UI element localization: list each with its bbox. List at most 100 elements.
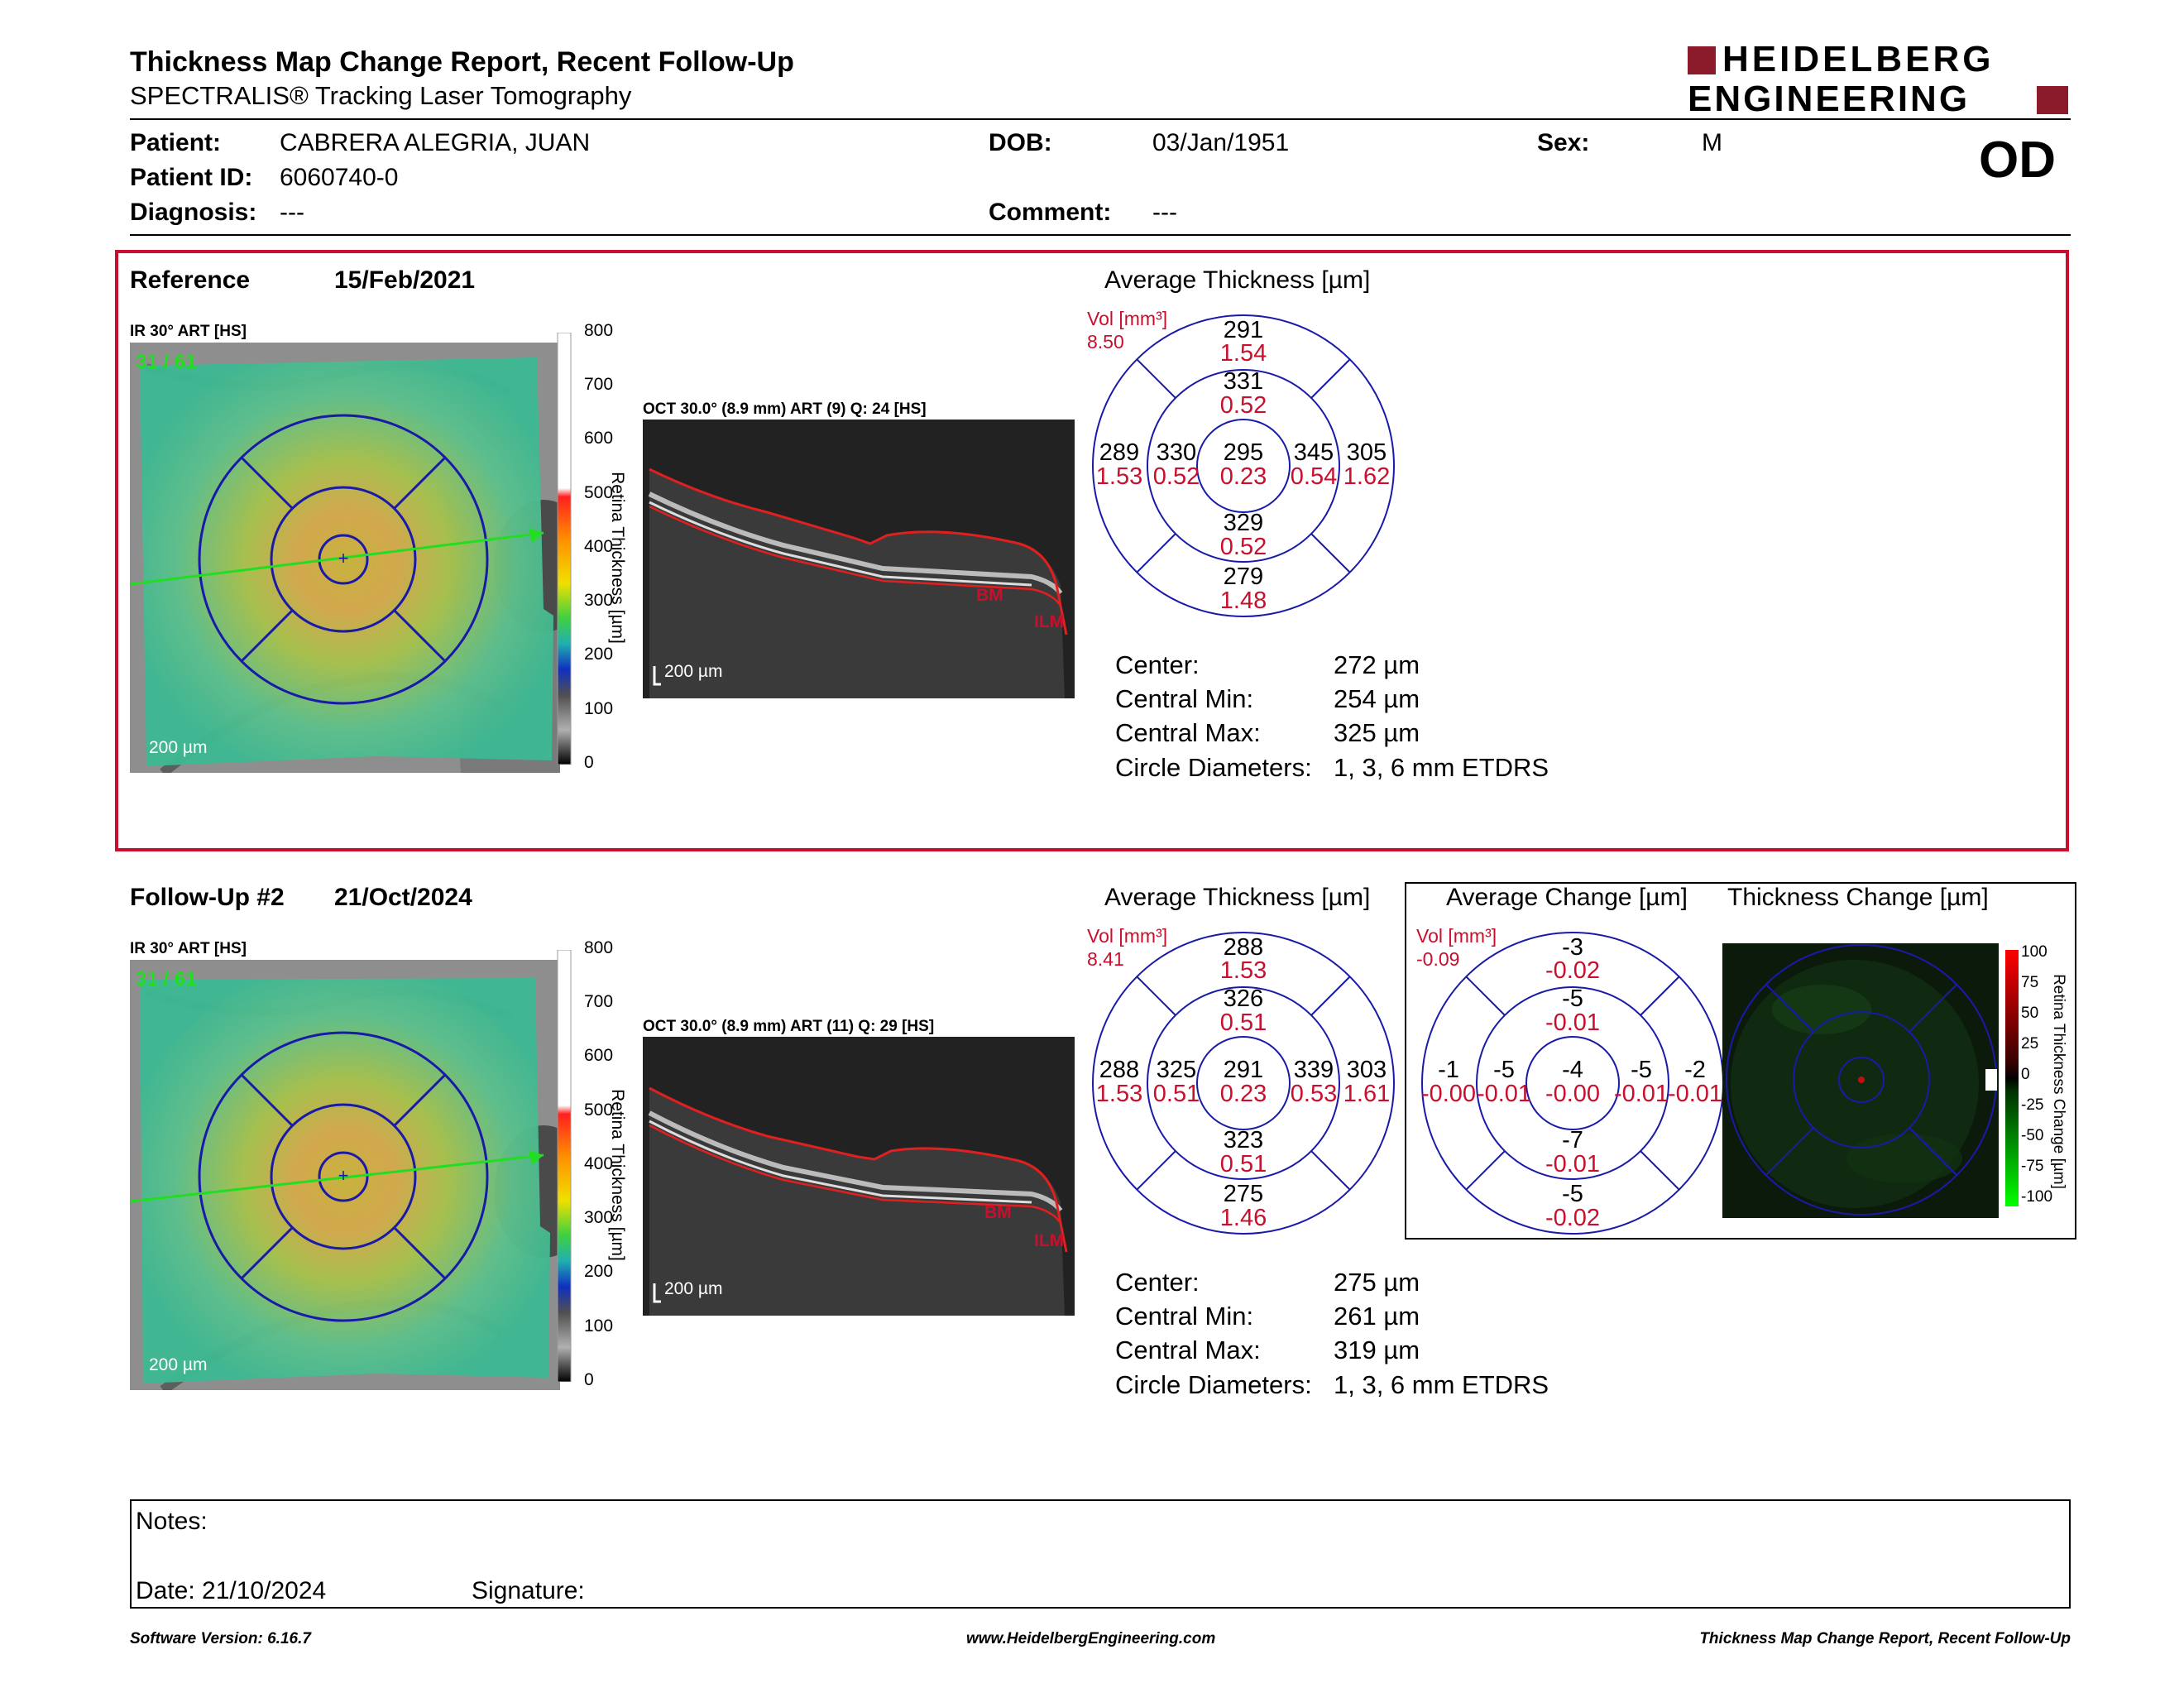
- fu-vol-label: Vol [mm³]: [1087, 925, 1168, 947]
- change-vol-value: -0.09: [1416, 948, 1460, 970]
- fu-grid-inner-tmp-thickness: 339: [1293, 1057, 1334, 1083]
- change-scale-title: Retina Thickness Change [µm]: [2050, 974, 2067, 1189]
- ref-ir-label: IR 30° ART [HS]: [130, 323, 247, 340]
- ref-ir-scale: 200 µm: [149, 738, 208, 757]
- comment-value: ---: [1152, 199, 1177, 226]
- fu-scale-tick-100: 100: [584, 1316, 614, 1336]
- chg-grid-outer-sup-thickness: -3: [1562, 934, 1583, 961]
- ref-grid-inner-tmp-thickness: 345: [1293, 439, 1334, 466]
- ref-grid-center-volume: 0.23: [1219, 463, 1267, 490]
- thick-change-title: Thickness Change [µm]: [1727, 884, 1989, 911]
- ref-stat-min-label: Central Min:: [1115, 684, 1254, 713]
- chg-tick-m50: -50: [2021, 1127, 2044, 1144]
- svg-text:+: +: [338, 548, 349, 568]
- chg-grid-center-volume: -0.00: [1545, 1081, 1601, 1107]
- chg-grid-outer-inf-volume: -0.02: [1545, 1205, 1601, 1231]
- footer-url[interactable]: www.HeidelbergEngineering.com: [966, 1630, 1216, 1647]
- ref-grid-outer-sup-volume: 1.54: [1219, 340, 1267, 367]
- footer-report: Thickness Map Change Report, Recent Foll…: [1699, 1630, 2071, 1647]
- fu-thickness-scale: [557, 950, 572, 1382]
- ref-grid-inner-nas-volume: 0.52: [1152, 463, 1200, 490]
- diagnosis-label: Diagnosis:: [130, 199, 257, 226]
- logo-square-icon: [1688, 46, 1716, 74]
- chg-tick-m75: -75: [2021, 1158, 2044, 1175]
- change-color-scale: [2005, 950, 2019, 1206]
- chg-grid-inner-tmp-volume: -0.01: [1613, 1081, 1669, 1107]
- ref-scale-tick-800: 800: [584, 321, 614, 340]
- ref-ir-fundus-image: +: [130, 343, 560, 773]
- notes-signature: Signature:: [472, 1577, 585, 1604]
- ref-scale-tick-600: 600: [584, 429, 614, 448]
- chg-tick-25: 25: [2021, 1035, 2039, 1053]
- fu-stat-min-label: Central Min:: [1115, 1302, 1254, 1331]
- chg-grid-inner-inf-volume: -0.01: [1545, 1151, 1601, 1177]
- chg-grid-inner-sup-volume: -0.01: [1545, 1009, 1601, 1036]
- chg-grid-inner-inf-thickness: -7: [1562, 1127, 1583, 1153]
- sex-label: Sex:: [1537, 129, 1590, 156]
- chg-grid-outer-nas-thickness: -1: [1438, 1057, 1459, 1083]
- fu-oct-label: OCT 30.0° (8.9 mm) ART (11) Q: 29 [HS]: [643, 1018, 935, 1035]
- footer-version: Software Version: 6.16.7: [130, 1630, 311, 1647]
- fu-stat-diam-label: Circle Diameters:: [1115, 1370, 1312, 1399]
- fu-grid-inner-inf-volume: 0.51: [1219, 1151, 1267, 1177]
- ref-stat-center-value: 272 µm: [1334, 650, 1420, 679]
- fu-scale-title: Retina Thickness [µm]: [608, 1089, 627, 1261]
- chg-grid-inner-tmp-thickness: -5: [1631, 1057, 1652, 1083]
- reference-label: Reference: [130, 266, 251, 294]
- ref-stat-max-value: 325 µm: [1334, 718, 1420, 747]
- fu-grid-outer-inf-volume: 1.46: [1219, 1205, 1267, 1231]
- chg-grid-outer-sup-volume: -0.02: [1545, 957, 1601, 984]
- change-panel: [1405, 882, 2076, 1240]
- chg-grid-outer-inf-thickness: -5: [1562, 1181, 1583, 1207]
- fu-stat-diam-value: 1, 3, 6 mm ETDRS: [1334, 1370, 1549, 1399]
- ref-stat-diam-value: 1, 3, 6 mm ETDRS: [1334, 753, 1549, 782]
- fu-grid-outer-sup-thickness: 288: [1223, 934, 1264, 961]
- ref-grid-outer-tmp-thickness: 305: [1346, 439, 1387, 466]
- chg-tick-m100: -100: [2021, 1188, 2053, 1206]
- fu-grid-inner-inf-thickness: 323: [1223, 1127, 1264, 1153]
- logo-line1: HEIDELBERG: [1722, 39, 1995, 79]
- change-avg-title: Average Change [µm]: [1446, 884, 1688, 911]
- fu-scale-tick-400: 400: [584, 1154, 614, 1173]
- fu-grid-center-volume: 0.23: [1219, 1081, 1267, 1107]
- ref-grid-center-thickness: 295: [1223, 439, 1264, 466]
- fu-scale-tick-700: 700: [584, 992, 614, 1011]
- report-title: Thickness Map Change Report, Recent Foll…: [130, 46, 794, 78]
- fu-scale-tick-0: 0: [584, 1370, 594, 1389]
- fu-stat-max-label: Central Max:: [1115, 1336, 1261, 1364]
- chg-grid-inner-nas-thickness: -5: [1493, 1057, 1515, 1083]
- chg-grid-inner-sup-thickness: -5: [1562, 985, 1583, 1012]
- fu-grid-inner-nas-thickness: 325: [1156, 1057, 1197, 1083]
- fu-grid-inner-tmp-volume: 0.53: [1290, 1081, 1338, 1107]
- fu-grid-inner-sup-thickness: 326: [1223, 985, 1264, 1012]
- fu-stat-center-value: 275 µm: [1334, 1268, 1420, 1297]
- ref-grid-inner-nas-thickness: 330: [1156, 439, 1197, 466]
- ref-oct-scale: 200 µm: [664, 662, 723, 681]
- fu-ir-fundus-image: +: [130, 960, 560, 1390]
- chg-tick-m25: -25: [2021, 1096, 2044, 1114]
- chg-tick-75: 75: [2021, 974, 2039, 991]
- patient-id-value: 6060740-0: [280, 164, 399, 191]
- ref-stat-min-value: 254 µm: [1334, 684, 1420, 713]
- fu-vol-value: 8.41: [1087, 948, 1124, 970]
- fu-oct-scale: 200 µm: [664, 1279, 723, 1298]
- reference-panel: [115, 250, 2069, 851]
- change-scale-marker-icon: [1985, 1069, 1997, 1091]
- ref-grid-inner-inf-thickness: 329: [1223, 510, 1264, 536]
- ref-grid-outer-tmp-volume: 1.62: [1343, 463, 1391, 490]
- ref-scale-tick-400: 400: [584, 537, 614, 556]
- ref-oct-label: OCT 30.0° (8.9 mm) ART (9) Q: 24 [HS]: [643, 400, 927, 418]
- reference-date: 15/Feb/2021: [334, 266, 476, 294]
- ref-scale-tick-300: 300: [584, 591, 614, 610]
- notes-box[interactable]: [130, 1499, 2071, 1609]
- chg-grid-outer-nas-volume: -0.00: [1420, 1081, 1477, 1107]
- ref-grid-outer-inf-volume: 1.48: [1219, 587, 1267, 614]
- change-vol-label: Vol [mm³]: [1416, 925, 1497, 947]
- ref-stat-max-label: Central Max:: [1115, 718, 1261, 747]
- fu-ir-scale: 200 µm: [149, 1355, 208, 1374]
- chg-tick-100: 100: [2021, 943, 2048, 961]
- change-etdrs-grid: [1421, 932, 1724, 1235]
- ref-grid-inner-inf-volume: 0.52: [1219, 534, 1267, 560]
- comment-label: Comment:: [989, 199, 1112, 226]
- fu-oct-bm-label: BM: [984, 1203, 1012, 1222]
